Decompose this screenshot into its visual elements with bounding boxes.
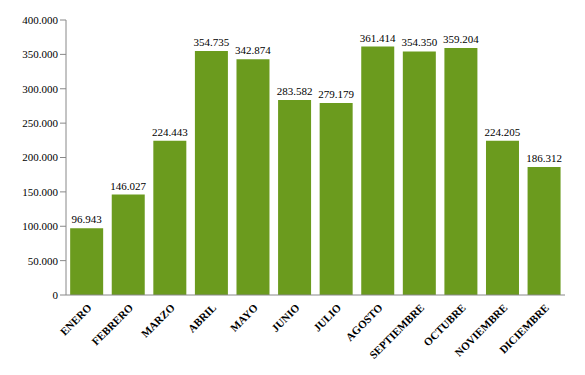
svg-text:OCTUBRE: OCTUBRE xyxy=(421,301,468,349)
svg-text:AGOSTO: AGOSTO xyxy=(343,301,385,343)
svg-text:96.943: 96.943 xyxy=(72,213,103,225)
svg-text:200.000: 200.000 xyxy=(22,151,58,163)
svg-text:400.000: 400.000 xyxy=(22,14,58,26)
svg-text:186.312: 186.312 xyxy=(526,152,562,164)
svg-text:342.874: 342.874 xyxy=(235,44,271,56)
svg-text:0: 0 xyxy=(53,289,59,301)
svg-text:361.414: 361.414 xyxy=(360,32,396,44)
svg-text:ENERO: ENERO xyxy=(58,301,94,337)
svg-text:224.443: 224.443 xyxy=(152,126,188,138)
svg-text:50.000: 50.000 xyxy=(28,255,59,267)
svg-text:NOVIEMBRE: NOVIEMBRE xyxy=(452,301,510,359)
svg-text:224.205: 224.205 xyxy=(485,126,521,138)
svg-text:JULIO: JULIO xyxy=(311,301,344,334)
svg-text:146.027: 146.027 xyxy=(110,180,146,192)
svg-text:FEBRERO: FEBRERO xyxy=(89,301,135,347)
svg-text:250.000: 250.000 xyxy=(22,117,58,129)
svg-text:283.582: 283.582 xyxy=(277,85,313,97)
svg-text:359.204: 359.204 xyxy=(443,33,479,45)
svg-text:ABRIL: ABRIL xyxy=(185,301,218,334)
svg-text:JUNIO: JUNIO xyxy=(269,301,302,334)
svg-text:DICIEMBRE: DICIEMBRE xyxy=(497,301,551,355)
svg-text:SEPTIEMBRE: SEPTIEMBRE xyxy=(367,301,426,360)
svg-text:279.179: 279.179 xyxy=(318,88,354,100)
svg-text:100.000: 100.000 xyxy=(22,220,58,232)
svg-text:MAYO: MAYO xyxy=(228,301,261,334)
svg-text:150.000: 150.000 xyxy=(22,186,58,198)
svg-text:354.350: 354.350 xyxy=(401,36,437,48)
svg-text:350.000: 350.000 xyxy=(22,48,58,60)
svg-text:300.000: 300.000 xyxy=(22,83,58,95)
svg-text:MARZO: MARZO xyxy=(139,301,178,340)
svg-text:354.735: 354.735 xyxy=(194,36,230,48)
